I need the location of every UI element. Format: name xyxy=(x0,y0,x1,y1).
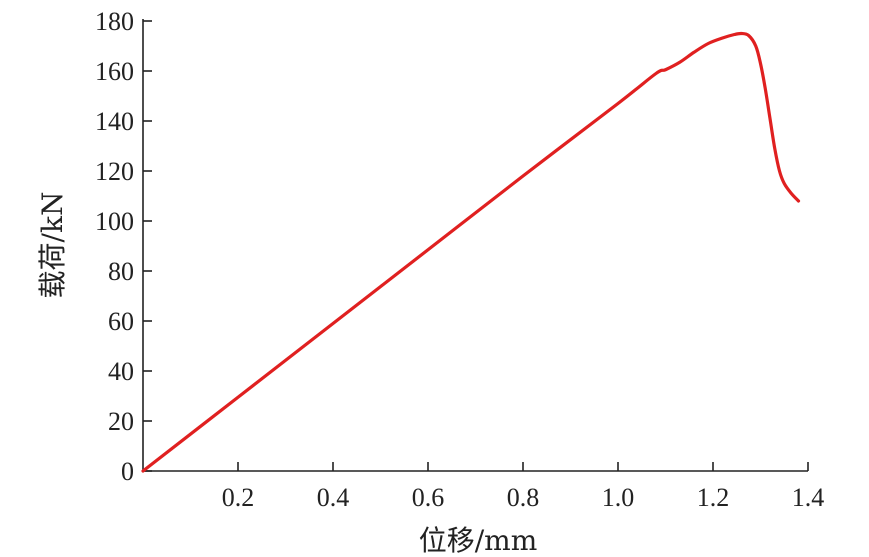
y-tick-label: 40 xyxy=(108,357,134,386)
y-axis-title: 载荷/kN xyxy=(36,192,69,299)
x-tick-label: 1.2 xyxy=(697,483,730,512)
y-tick-label: 60 xyxy=(108,307,134,336)
x-tick-label: 0.6 xyxy=(412,483,445,512)
plot-area: 0 20 40 60 80 100 120 140 160 180 0.2 0.4 0.6 0.8 1.0… xyxy=(95,7,824,512)
y-tick-label: 100 xyxy=(95,207,134,236)
y-tick-label: 80 xyxy=(108,257,134,286)
x-tick-label: 0.2 xyxy=(222,483,255,512)
x-tick-label: 1.0 xyxy=(602,483,635,512)
x-axis-ticks: 0.2 0.4 0.6 0.8 1.0 1.2 1.4 xyxy=(222,462,825,512)
y-tick-label: 180 xyxy=(95,7,134,36)
x-tick-label: 0.8 xyxy=(507,483,540,512)
series-layer xyxy=(141,31,801,473)
load-curve-line xyxy=(141,31,801,473)
y-tick-label: 0 xyxy=(121,457,134,486)
y-tick-label: 20 xyxy=(108,407,134,436)
x-axis-title: 位移/mm xyxy=(419,524,538,557)
y-tick-label: 160 xyxy=(95,57,134,86)
y-tick-label: 120 xyxy=(95,157,134,186)
y-axis-ticks: 0 20 40 60 80 100 120 140 160 180 xyxy=(95,7,152,486)
y-tick-label: 140 xyxy=(95,107,134,136)
x-tick-label: 1.4 xyxy=(792,483,825,512)
x-tick-label: 0.4 xyxy=(317,483,350,512)
